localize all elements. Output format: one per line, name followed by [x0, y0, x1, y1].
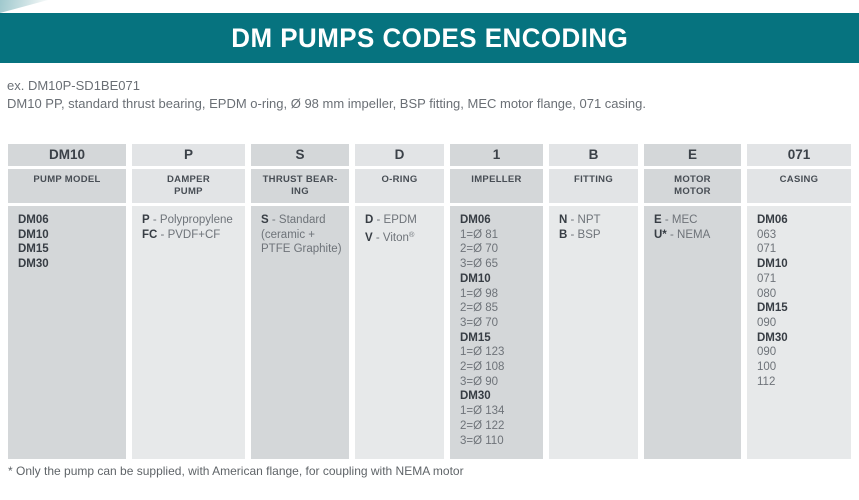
column-values-cell-6: E - MEC U* - NEMA	[644, 206, 741, 459]
column-values-cell-3: D - EPDM V - Viton®	[355, 206, 444, 459]
value-line: 3=Ø 65	[460, 258, 499, 271]
value-line: S - Standard	[261, 214, 326, 226]
column-label-cell-4: IMPELLER	[450, 169, 543, 203]
example-block: ex. DM10P-SD1BE071 DM10 PP, standard thr…	[7, 77, 646, 112]
column-label-line: THRUST BEAR-	[262, 174, 338, 185]
code-cell-4: 1	[450, 144, 543, 166]
value-line: 2=Ø 122	[460, 419, 505, 432]
column-values-cell-7: DM06 063 071 DM10 071 080 DM15 090 DM30 090 100 112	[747, 206, 851, 459]
code-cell-7: 071	[747, 144, 851, 166]
value-line: DM15	[757, 302, 788, 315]
value-line: 1=Ø 98	[460, 287, 499, 300]
column-values-cell-0: DM06 DM10 DM15 DM30	[8, 206, 126, 459]
value-line: 1=Ø 134	[460, 405, 505, 418]
column-label-cell-0: PUMP MODEL	[8, 169, 126, 203]
value-line: DM15	[460, 331, 491, 344]
value-line: 100	[757, 361, 777, 374]
value-line: 090	[757, 346, 777, 359]
column-values-cell-4: DM06 1=Ø 81 2=Ø 70 3=Ø 65 DM10 1=Ø 98 2=Ø 85 3=…	[450, 206, 543, 459]
encoding-table: DM10 P S D 1 B E 071 PUMP MODEL DAMPER PUMP THRUST …	[8, 144, 851, 459]
value-line: V - Viton®	[365, 229, 415, 244]
value-line: 080	[757, 287, 777, 300]
column-label-line: CASING	[779, 174, 819, 185]
value-line: DM06	[18, 214, 49, 226]
value-line: DM15	[18, 243, 49, 256]
column-values-cell-1: P - Polypropylene FC - PVDF+CF	[132, 206, 245, 459]
column-label-line: PUMP MODEL	[33, 174, 101, 185]
value-line: 2=Ø 70	[460, 243, 499, 256]
column-label-line: ING	[291, 185, 309, 197]
value-line: DM30	[757, 331, 788, 344]
page-title: DM PUMPS CODES ENCODING	[230, 22, 628, 53]
value-line: 3=Ø 90	[460, 375, 499, 388]
value-line: U* - NEMA	[654, 228, 711, 241]
example-description: DM10 PP, standard thrust bearing, EPDM o…	[7, 96, 646, 111]
value-line: N - NPT	[559, 214, 601, 226]
column-label-line: MOTOR	[674, 174, 711, 185]
column-label-cell-5: FITTING	[549, 169, 638, 203]
code-cell-1: P	[132, 144, 245, 166]
example-code: ex. DM10P-SD1BE071	[7, 78, 140, 93]
footnote: * Only the pump can be supplied, with Am…	[8, 464, 464, 478]
column-label-cell-3: O-RING	[355, 169, 444, 203]
value-line: 2=Ø 108	[460, 361, 505, 374]
value-line: PTFE Graphite)	[261, 243, 342, 256]
value-line: 2=Ø 85	[460, 302, 499, 315]
value-line: 112	[757, 375, 776, 388]
value-line: DM06	[460, 214, 491, 226]
column-label-cell-6: MOTOR MOTOR	[644, 169, 741, 203]
value-line: 071	[757, 272, 777, 285]
value-line: E - MEC	[654, 214, 698, 226]
code-cell-6: E	[644, 144, 741, 166]
title-bar: DM PUMPS CODES ENCODING	[0, 13, 859, 63]
value-line: DM10	[18, 228, 49, 241]
value-line: 071	[757, 243, 777, 256]
value-line: DM30	[18, 258, 49, 271]
value-line: FC - PVDF+CF	[142, 228, 221, 241]
code-cell-3: D	[355, 144, 444, 166]
value-line: 1=Ø 81	[460, 228, 499, 241]
column-values-cell-5: N - NPT B - BSP	[549, 206, 638, 459]
column-label-line: MOTOR	[674, 185, 711, 197]
value-line: DM30	[460, 390, 491, 403]
column-label-line: FITTING	[573, 174, 614, 185]
value-line: P - Polypropylene	[142, 214, 233, 226]
value-line: DM10	[757, 258, 788, 271]
column-label-cell-7: CASING	[747, 169, 851, 203]
column-label-line: PUMP	[174, 185, 203, 197]
value-line: 3=Ø 110	[460, 434, 504, 447]
column-label-cell-2: THRUST BEAR- ING	[251, 169, 349, 203]
code-cell-0: DM10	[8, 144, 126, 166]
value-line: B - BSP	[559, 228, 601, 241]
code-cell-2: S	[251, 144, 349, 166]
value-line: 1=Ø 123	[460, 346, 505, 359]
value-line: 3=Ø 70	[460, 316, 499, 329]
column-values-cell-2: S - Standard (ceramic + PTFE Graphite)	[251, 206, 349, 459]
column-label-line: IMPELLER	[471, 174, 522, 185]
column-label-cell-1: DAMPER PUMP	[132, 169, 245, 203]
value-line: 090	[757, 316, 777, 329]
column-label-line: DAMPER	[167, 174, 210, 185]
code-cell-5: B	[549, 144, 638, 166]
value-line: DM06	[757, 214, 788, 226]
value-line: 063	[757, 228, 777, 241]
value-line: (ceramic +	[261, 228, 315, 241]
corner-accent-wedge	[0, 0, 48, 13]
value-line: D - EPDM	[365, 214, 417, 226]
value-line: DM10	[460, 272, 491, 285]
column-label-line: O-RING	[381, 174, 418, 185]
